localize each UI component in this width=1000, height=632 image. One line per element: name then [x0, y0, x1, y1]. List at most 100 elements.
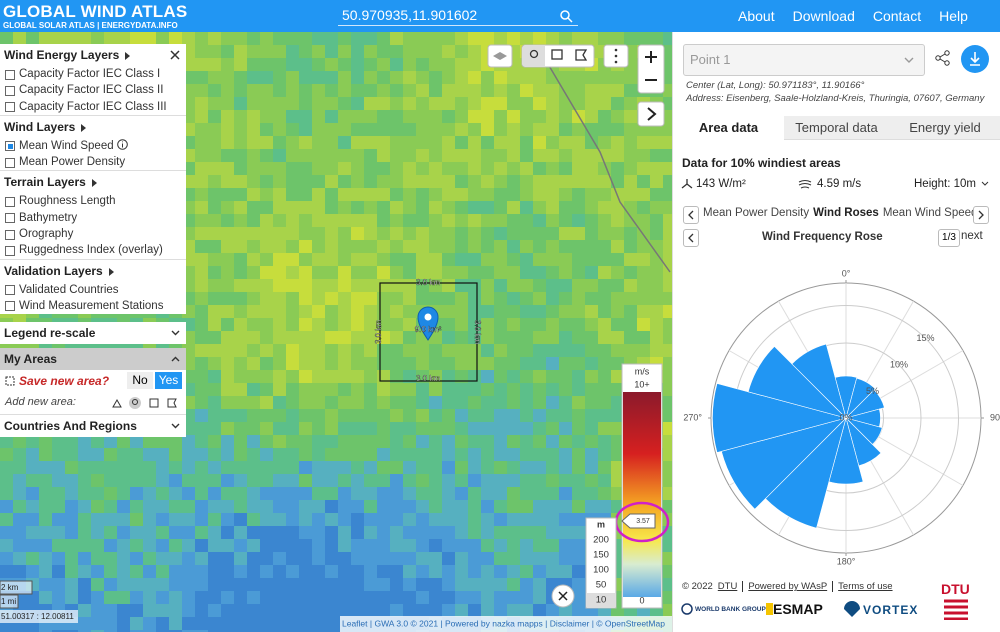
carousel-item[interactable]: Mean Power Density — [703, 207, 810, 219]
map-cell — [468, 604, 481, 617]
layer-label: Ruggedness Index (overlay) — [19, 244, 163, 257]
layer-item[interactable]: Ruggedness Index (overlay) — [0, 242, 186, 258]
checkbox[interactable] — [5, 245, 15, 256]
section-header[interactable]: Validation Layers — [0, 258, 186, 282]
legend-rescale[interactable]: Legend re-scale — [0, 322, 186, 345]
nav-link[interactable]: Help — [939, 8, 968, 24]
map-cell — [325, 305, 338, 318]
map-cell — [52, 32, 65, 45]
prev-button[interactable] — [683, 206, 699, 224]
map-cell — [364, 565, 377, 578]
yes-button[interactable]: Yes — [155, 372, 182, 390]
tab[interactable]: Temporal data — [784, 116, 889, 140]
checkbox[interactable] — [5, 141, 15, 152]
carousel-item[interactable]: Wind Roses — [813, 207, 879, 219]
map-cell — [520, 565, 533, 578]
checkbox[interactable] — [5, 102, 15, 113]
layer-item[interactable]: Mean Power Density — [0, 154, 186, 170]
zoom-control[interactable] — [637, 44, 665, 94]
layer-item[interactable]: Bathymetry — [0, 210, 186, 226]
map-cell — [520, 383, 533, 396]
map-cell — [598, 474, 611, 487]
map-cell — [455, 552, 468, 565]
map-cell — [533, 305, 546, 318]
tab[interactable]: Area data — [673, 116, 784, 140]
map-cell — [442, 526, 455, 539]
layer-item[interactable]: Roughness Length — [0, 193, 186, 209]
site-subtitle[interactable]: GLOBAL SOLAR ATLAS | ENERGYDATA.INFO — [3, 21, 178, 30]
info-icon[interactable] — [116, 139, 128, 150]
layer-item[interactable]: Wind Measurement Stations — [0, 298, 186, 314]
countries-header[interactable]: Countries And Regions — [0, 414, 186, 438]
checkbox[interactable] — [5, 157, 15, 168]
map-cell — [39, 435, 52, 448]
footer-link[interactable]: Powered by WAsP — [742, 581, 827, 592]
map-cell — [559, 422, 572, 435]
map-cell — [403, 188, 416, 201]
icon — [558, 591, 568, 601]
checkbox[interactable] — [5, 229, 15, 240]
logo[interactable]: DTU — [941, 581, 970, 597]
map-cell — [390, 344, 403, 357]
logo[interactable]: VORTEX — [863, 603, 919, 617]
map-cell — [351, 357, 364, 370]
layer-item[interactable]: Capacity Factor IEC Class III — [0, 99, 186, 115]
layer-item[interactable]: Mean Wind Speed — [0, 138, 186, 154]
map-cell — [208, 370, 221, 383]
map-cell — [195, 448, 208, 461]
layer-item[interactable]: Capacity Factor IEC Class I — [0, 66, 186, 82]
logo[interactable]: ESMAP — [773, 601, 823, 617]
expand-button[interactable] — [637, 101, 665, 127]
map-cell — [247, 578, 260, 591]
map-cell — [91, 578, 104, 591]
map-cell — [611, 214, 624, 227]
layer-item[interactable]: Orography — [0, 226, 186, 242]
map-cell — [221, 539, 234, 552]
map-cell — [221, 318, 234, 331]
checkbox[interactable] — [5, 196, 15, 207]
height-select[interactable]: Height: 10m — [914, 178, 977, 190]
close-button[interactable] — [170, 50, 180, 60]
marker[interactable] — [417, 306, 439, 341]
checkbox[interactable] — [5, 285, 15, 296]
carousel-item[interactable]: Mean Wind Speed — [882, 207, 978, 219]
my-areas-header[interactable]: My Areas — [0, 348, 186, 371]
checkbox[interactable] — [5, 213, 15, 224]
map-cell — [117, 539, 130, 552]
section-header[interactable]: Terrain Layers — [0, 170, 186, 193]
attribution[interactable]: Leaflet | GWA 3.0 © 2021 | Powered by na… — [342, 618, 665, 628]
nav-link[interactable]: Download — [792, 8, 855, 24]
tab[interactable]: Energy yield — [889, 116, 1000, 140]
next-button[interactable]: next — [961, 230, 983, 242]
logo[interactable]: WORLD BANK GROUP — [695, 606, 766, 613]
download-button[interactable] — [960, 44, 990, 74]
site-title[interactable]: GLOBAL WIND ATLAS — [3, 2, 188, 21]
next-arrow[interactable] — [973, 206, 989, 224]
map-cell — [234, 253, 247, 266]
share-icon[interactable] — [935, 50, 951, 66]
map-cell — [481, 344, 494, 357]
map-cell — [208, 461, 221, 474]
checkbox[interactable] — [5, 301, 15, 312]
prev-button[interactable] — [683, 229, 699, 247]
checkbox[interactable] — [5, 85, 15, 96]
no-button[interactable]: No — [127, 372, 153, 390]
section-header[interactable]: Wind Energy Layers — [0, 44, 186, 66]
layer-item[interactable]: Validated Countries — [0, 282, 186, 298]
nav-link[interactable]: Contact — [872, 8, 922, 24]
area-tools[interactable] — [110, 396, 182, 410]
map-cell — [234, 344, 247, 357]
checkbox[interactable] — [5, 69, 15, 80]
point-select[interactable]: Point 1 — [683, 44, 925, 76]
search-box[interactable]: 50.970935,11.901602 — [338, 5, 578, 26]
map-cell — [26, 500, 39, 513]
search-icon[interactable] — [559, 9, 573, 23]
map-cell — [637, 201, 650, 214]
map-cell — [520, 292, 533, 305]
layer-item[interactable]: Capacity Factor IEC Class II — [0, 82, 186, 98]
footer-link[interactable]: DTU — [717, 581, 738, 592]
nav-link[interactable]: About — [738, 8, 775, 24]
map-cell — [390, 318, 403, 331]
footer-link[interactable]: Terms of use — [832, 581, 893, 592]
section-header[interactable]: Wind Layers — [0, 114, 186, 138]
